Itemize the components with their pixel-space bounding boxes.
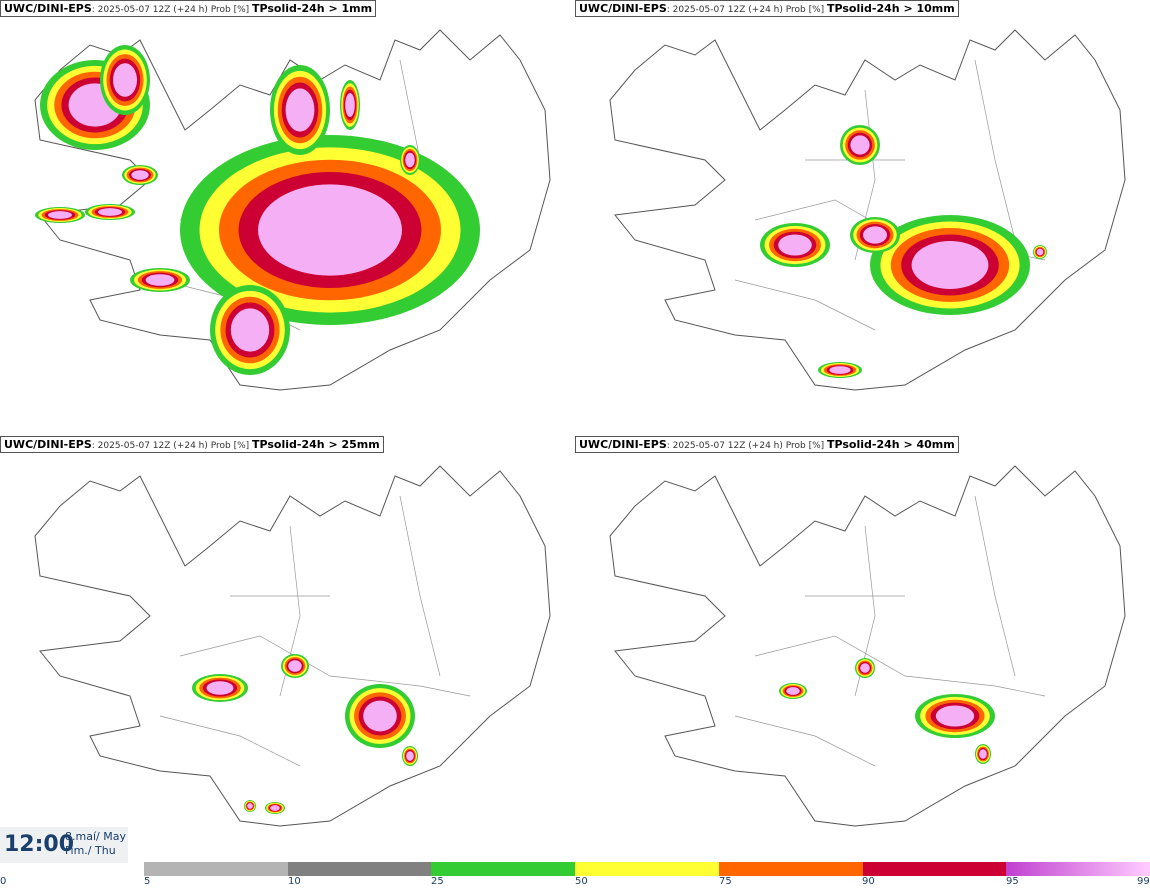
- region-boundary: [734, 715, 876, 767]
- region-boundary: [159, 715, 301, 767]
- colorbar-segment: [718, 862, 863, 876]
- probability-contour: [113, 63, 137, 97]
- map-panel-1mm: UWC/DINI-EPS: 2025-05-07 12Z (+24 h) Pro…: [0, 0, 575, 440]
- iceland-map: [34, 465, 551, 827]
- valid-day: Fim./ Thu: [65, 844, 116, 857]
- probability-contour: [911, 241, 989, 289]
- colorbar-segment: [144, 862, 288, 876]
- map-panel-10mm: UWC/DINI-EPS: 2025-05-07 12Z (+24 h) Pro…: [575, 0, 1150, 440]
- probability-contour: [406, 751, 414, 761]
- region-boundary: [974, 59, 1016, 241]
- coastline: [609, 29, 1126, 391]
- probability-contour: [270, 805, 280, 811]
- coastline: [34, 29, 551, 391]
- valid-time: 12:00: [4, 832, 75, 857]
- probability-contour: [786, 687, 800, 695]
- colorbar-label: 99: [1137, 876, 1150, 887]
- region-boundary: [974, 495, 1016, 677]
- map-panel-25mm: UWC/DINI-EPS: 2025-05-07 12Z (+24 h) Pro…: [0, 436, 575, 876]
- probability-contour: [860, 663, 870, 673]
- colorbar-label: 75: [719, 876, 732, 887]
- probability-contour: [98, 208, 122, 216]
- iceland-map: [609, 465, 1126, 827]
- probability-contour: [206, 681, 234, 695]
- probability-contour: [285, 88, 315, 132]
- region-boundary: [754, 635, 1046, 697]
- map-panel-40mm: UWC/DINI-EPS: 2025-05-07 12Z (+24 h) Pro…: [575, 436, 1150, 876]
- region-boundary: [179, 635, 471, 697]
- coastline: [34, 465, 551, 827]
- probability-contour: [829, 366, 851, 374]
- colorbar-label: 25: [431, 876, 444, 887]
- panel-title: UWC/DINI-EPS: 2025-05-07 12Z (+24 h) Pro…: [0, 436, 384, 453]
- panel-title: UWC/DINI-EPS: 2025-05-07 12Z (+24 h) Pro…: [575, 0, 959, 17]
- probability-contour: [979, 749, 987, 759]
- valid-time-box: 12:00 8.maí/ May Fim./ Thu: [0, 827, 128, 863]
- probability-contour: [131, 170, 149, 180]
- probability-contour: [258, 184, 402, 276]
- probability-contour: [863, 226, 887, 244]
- probability-contour: [778, 234, 812, 256]
- colorbar-label: 0: [0, 876, 7, 887]
- probability-colorbar: [144, 862, 1150, 876]
- colorbar-segment: [575, 862, 719, 876]
- probability-contour: [363, 700, 397, 732]
- probability-contour: [850, 135, 870, 155]
- iceland-map: [34, 29, 551, 391]
- colorbar-label: 90: [862, 876, 875, 887]
- colorbar-segment: [431, 862, 576, 876]
- colorbar-label: 10: [288, 876, 301, 887]
- iceland-map: [609, 29, 1126, 391]
- valid-date: 8.maí/ May: [65, 830, 126, 843]
- colorbar-segment: [1006, 862, 1150, 876]
- panel-title: UWC/DINI-EPS: 2025-05-07 12Z (+24 h) Pro…: [0, 0, 377, 17]
- panel-title: UWC/DINI-EPS: 2025-05-07 12Z (+24 h) Pro…: [575, 436, 959, 453]
- probability-contour: [405, 152, 415, 168]
- colorbar-segment: [862, 862, 1007, 876]
- probability-contour: [230, 308, 270, 352]
- colorbar-label: 5: [144, 876, 151, 887]
- probability-contour: [288, 660, 302, 672]
- probability-contour: [48, 211, 72, 219]
- probability-contour: [145, 274, 175, 286]
- colorbar-segment: [287, 862, 432, 876]
- probability-contour: [247, 803, 253, 809]
- probability-contour: [1036, 248, 1044, 256]
- probability-contour: [345, 93, 355, 117]
- probability-contour: [935, 705, 975, 727]
- region-boundary: [399, 495, 441, 677]
- colorbar-label: 95: [1006, 876, 1019, 887]
- colorbar-label: 50: [575, 876, 588, 887]
- region-boundary: [734, 279, 876, 331]
- coastline: [609, 465, 1126, 827]
